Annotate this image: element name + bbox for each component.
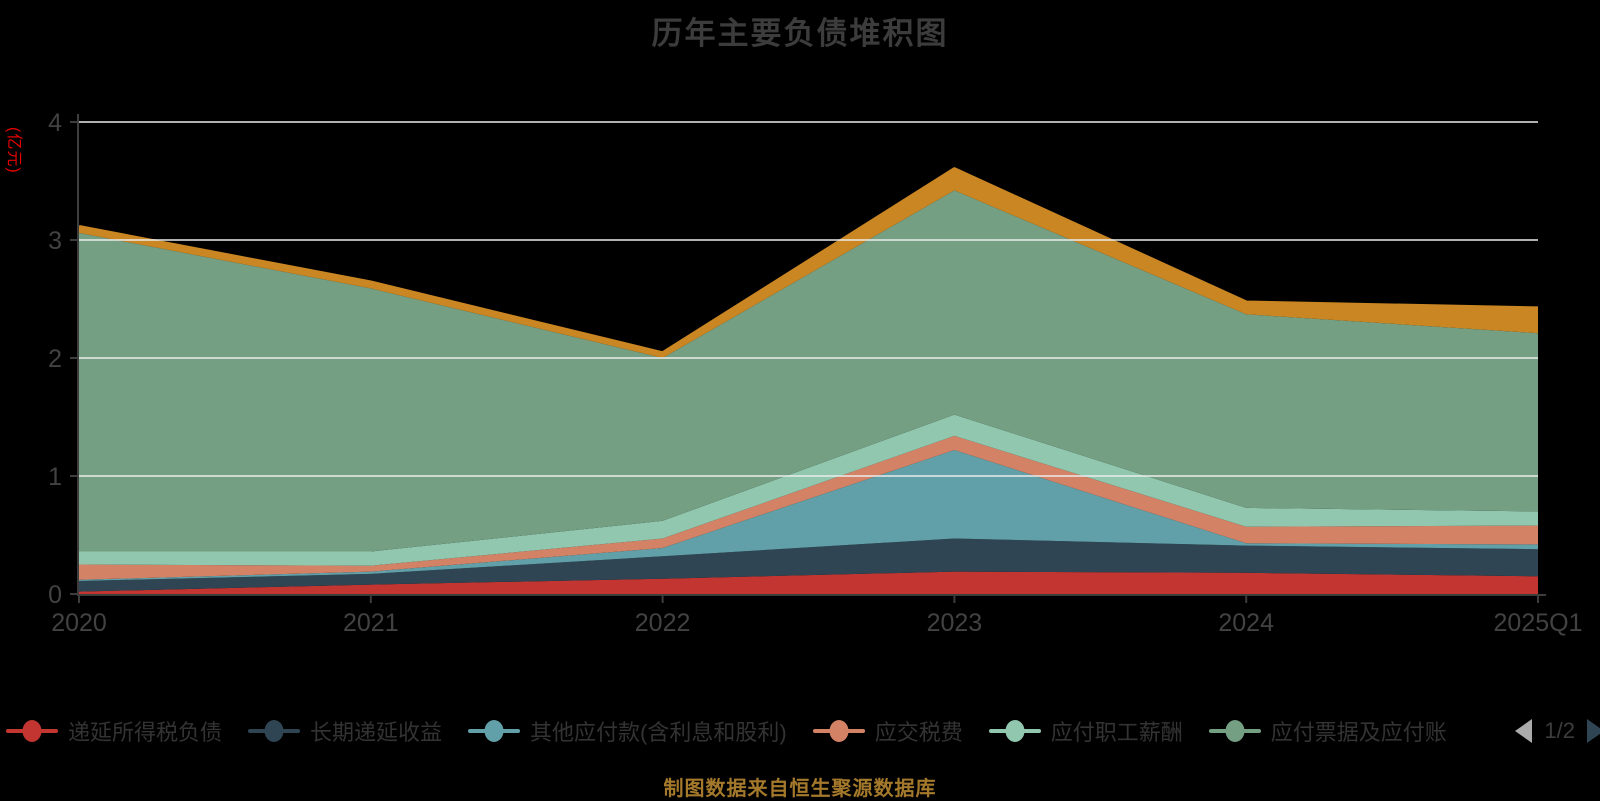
area-series-1 — [79, 538, 1538, 592]
legend-item-5[interactable]: 应付票据及应付账 — [1208, 715, 1447, 747]
legend-item-4[interactable]: 应付职工薪酬 — [988, 715, 1183, 747]
x-tick-label: 2022 — [635, 609, 691, 637]
x-tick-label: 2021 — [343, 609, 399, 637]
area-series-3 — [79, 435, 1538, 580]
y-tick-label: 3 — [48, 227, 62, 255]
legend-prev-page-icon[interactable] — [1515, 719, 1533, 743]
y-tick-label: 1 — [48, 463, 62, 491]
y-tick-label: 2 — [48, 345, 62, 373]
area-series-2 — [79, 450, 1538, 581]
top-series-line — [78, 167, 1539, 356]
legend-label: 应付票据及应付账 — [1270, 720, 1447, 745]
legend-dot-icon — [1005, 720, 1025, 742]
chart-title: 历年主要负债堆积图 — [651, 16, 949, 51]
legend-marker-icon — [248, 720, 301, 742]
legend-dot-icon — [484, 720, 504, 742]
data-source-note: 制图数据来自恒生聚源数据库 — [663, 778, 937, 800]
legend: 递延所得税负债 长期递延收益 其他应付款(含利息和股利) 应交税费 应付职工薪酬 应付票据… — [6, 712, 1466, 750]
legend-label: 递延所得税负债 — [68, 720, 223, 745]
legend-marker-icon — [1208, 720, 1261, 742]
legend-dot-icon — [829, 720, 849, 742]
area-series-0 — [79, 571, 1538, 594]
legend-label: 应交税费 — [874, 720, 963, 745]
x-tick-label: 2020 — [51, 609, 107, 637]
y-axis-unit-label: (亿元) — [5, 127, 22, 174]
legend-page-indicator: 1/2 — [1544, 718, 1575, 743]
legend-label: 其他应付款(含利息和股利) — [530, 720, 787, 745]
legend-item-1[interactable]: 长期递延收益 — [248, 715, 442, 747]
legend-marker-icon — [988, 720, 1041, 742]
legend-item-3[interactable]: 应交税费 — [812, 715, 963, 747]
x-tick-label: 2025Q1 — [1494, 609, 1583, 637]
legend-next-page-icon[interactable] — [1587, 719, 1600, 743]
legend-item-0[interactable]: 递延所得税负债 — [6, 715, 222, 747]
area-series-5 — [79, 190, 1538, 552]
legend-item-2[interactable]: 其他应付款(含利息和股利) — [468, 715, 787, 747]
legend-dot-icon — [1225, 720, 1245, 742]
legend-dot-icon — [22, 720, 42, 742]
legend-marker-icon — [468, 720, 521, 742]
legend-pagination: 1/2 — [1515, 712, 1600, 750]
x-tick-label: 2024 — [1218, 609, 1274, 637]
legend-marker-icon — [812, 720, 865, 742]
legend-dot-icon — [264, 720, 284, 742]
y-tick-label: 0 — [48, 581, 62, 609]
legend-marker-icon — [6, 720, 58, 742]
x-tick-label: 2023 — [927, 609, 983, 637]
legend-label: 应付职工薪酬 — [1050, 720, 1183, 745]
y-tick-label: 4 — [48, 109, 62, 137]
legend-label: 长期递延收益 — [310, 720, 443, 745]
